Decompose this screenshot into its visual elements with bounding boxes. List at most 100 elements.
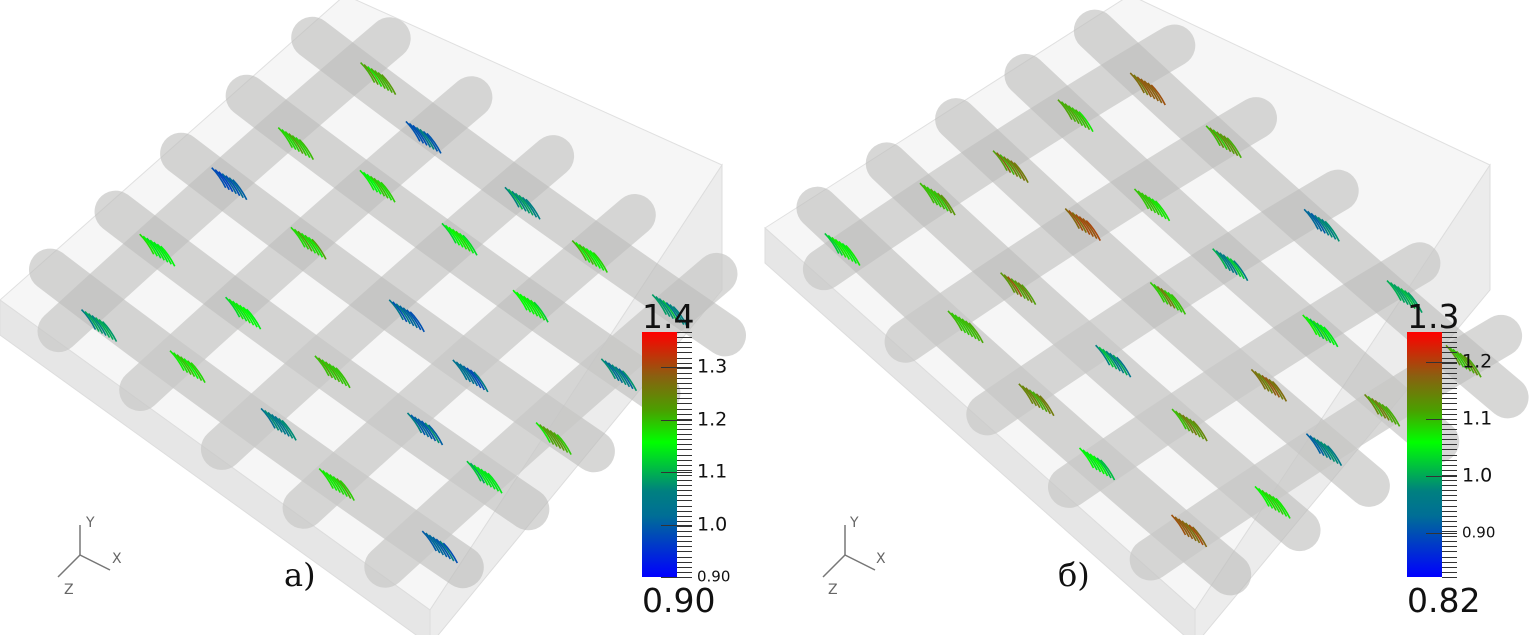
colorbar-tick-label: 0.90 xyxy=(697,567,731,586)
streamline xyxy=(841,242,858,264)
streamline xyxy=(1032,391,1048,413)
streamline xyxy=(1085,451,1102,473)
colorbar-minor-tick xyxy=(677,377,692,379)
colorbar-minor-tick xyxy=(1442,561,1457,563)
streamline xyxy=(409,311,425,333)
colorbar-minor-tick xyxy=(1442,520,1457,522)
colorbar-minor-tick xyxy=(677,510,692,512)
streamline xyxy=(483,470,500,492)
streamline xyxy=(274,415,290,437)
streamline xyxy=(926,186,942,208)
colorbar-minor-tick xyxy=(677,337,692,339)
streamline xyxy=(1014,280,1030,302)
streamline xyxy=(190,362,206,384)
streamline xyxy=(432,536,448,558)
streamline xyxy=(1393,284,1409,305)
streamline xyxy=(311,238,327,260)
panel-b-render xyxy=(764,0,1529,635)
streamline xyxy=(1064,208,1080,229)
colorbar-minor-tick xyxy=(677,413,692,415)
streamline xyxy=(514,192,531,214)
streamline xyxy=(1095,344,1111,366)
colorbar-minor-tick xyxy=(677,520,692,522)
streamline xyxy=(331,365,348,387)
streamline xyxy=(160,245,176,267)
colorbar-tick-label: 1.3 xyxy=(697,355,728,378)
streamline xyxy=(950,312,967,334)
colorbar-minor-tick xyxy=(677,561,692,563)
streamline xyxy=(585,247,601,269)
colorbar-minor-tick xyxy=(1442,449,1457,451)
streamline xyxy=(1319,324,1335,346)
colorbar-minor-tick xyxy=(1442,525,1457,527)
colorbar-minor-tick xyxy=(677,490,692,492)
streamline xyxy=(1174,410,1191,432)
streamline xyxy=(211,167,227,189)
streamline xyxy=(600,358,617,380)
streamline xyxy=(1003,156,1019,177)
streamline xyxy=(1078,447,1095,469)
colorbar-minor-tick xyxy=(1442,413,1457,415)
streamline xyxy=(298,139,315,160)
streamline xyxy=(1452,348,1468,370)
streamline xyxy=(278,417,294,439)
streamline xyxy=(1400,288,1416,309)
colorbar-minor-tick xyxy=(677,403,692,405)
streamline xyxy=(1154,200,1171,222)
streamline xyxy=(1403,290,1420,311)
streamline xyxy=(1109,352,1125,374)
streamline xyxy=(1174,516,1190,538)
streamline xyxy=(1096,457,1112,479)
streamline xyxy=(1192,420,1208,442)
streamline xyxy=(380,181,396,203)
streamline xyxy=(662,300,678,321)
colorbar-minor-tick xyxy=(1442,428,1457,430)
streamline xyxy=(1102,348,1118,370)
colorbar-major-tick xyxy=(661,419,692,421)
colorbar-minor-tick xyxy=(677,444,692,446)
streamline xyxy=(94,317,111,338)
streamline xyxy=(399,305,415,327)
streamline xyxy=(1302,314,1318,336)
colorbar-minor-tick xyxy=(1442,403,1457,405)
streamline xyxy=(954,314,970,336)
colorbar-minor-tick xyxy=(677,525,692,527)
streamline xyxy=(1181,414,1198,436)
colorbar-minor-tick xyxy=(677,357,692,359)
streamline xyxy=(1389,282,1406,303)
streamline xyxy=(1156,285,1173,307)
streamline xyxy=(139,233,155,255)
streamline xyxy=(618,368,634,390)
colorbar-minor-tick xyxy=(1442,551,1457,553)
streamline xyxy=(1163,289,1180,311)
streamline xyxy=(1209,127,1225,149)
colorbar-minor-tick xyxy=(1442,546,1457,548)
streamline xyxy=(239,304,255,326)
streamline xyxy=(1316,439,1332,461)
streamline xyxy=(146,237,162,259)
streamline xyxy=(533,301,549,323)
streamline xyxy=(1367,395,1383,417)
colorbar-minor-tick xyxy=(677,428,692,430)
colorbar-minor-tick xyxy=(1442,383,1457,385)
streamline xyxy=(655,296,671,317)
streamline xyxy=(1257,372,1274,394)
streamline xyxy=(183,358,199,380)
colorbar-minor-tick xyxy=(1442,377,1457,379)
colorbar-minor-tick xyxy=(1442,347,1457,349)
axis-x-line xyxy=(79,554,111,571)
streamline xyxy=(1257,487,1274,509)
colorbar-minor-tick xyxy=(677,480,692,482)
streamline xyxy=(281,419,297,441)
streamline xyxy=(1078,111,1094,133)
streamline xyxy=(1268,378,1284,400)
streamline xyxy=(388,299,404,321)
colorbar-tick-label: 1.0 xyxy=(1462,464,1493,487)
streamline xyxy=(451,228,468,250)
streamline xyxy=(1129,72,1145,94)
streamline xyxy=(421,530,438,552)
streamline xyxy=(1319,441,1336,463)
streamline xyxy=(156,243,172,265)
streamline xyxy=(1160,287,1176,309)
streamline xyxy=(518,194,534,216)
